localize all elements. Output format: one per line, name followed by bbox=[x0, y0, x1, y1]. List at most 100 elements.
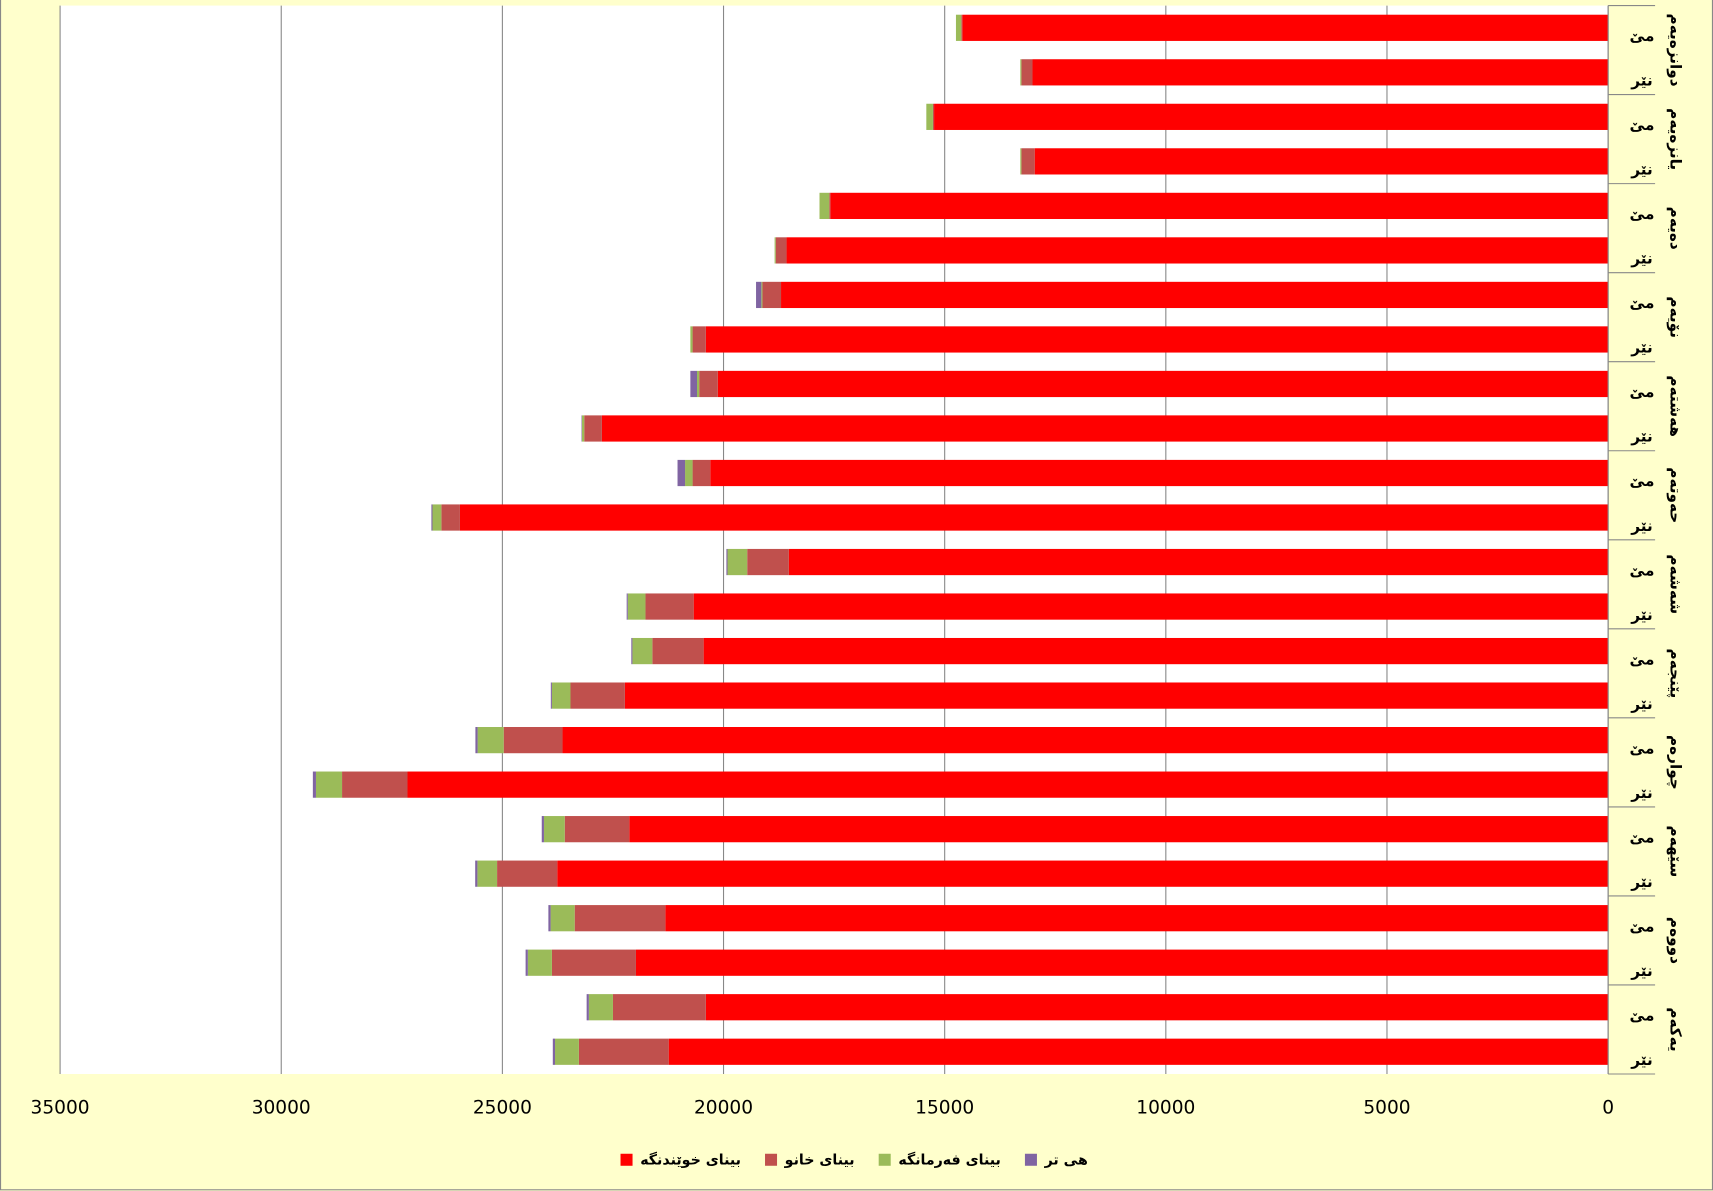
category-label: نێر bbox=[1630, 517, 1652, 535]
bar-segment bbox=[710, 459, 1609, 487]
legend-swatch bbox=[620, 1153, 633, 1166]
bar-segment bbox=[747, 548, 789, 576]
bar-segment bbox=[962, 14, 1609, 41]
bar-segment bbox=[774, 237, 776, 264]
bar-segment bbox=[961, 14, 963, 41]
bar-segment bbox=[629, 816, 1609, 843]
bar-segment bbox=[552, 1038, 556, 1065]
bar-segment bbox=[677, 459, 686, 487]
bar-segment bbox=[631, 637, 633, 665]
category-label: نێر bbox=[1630, 606, 1652, 624]
category-label: مێ bbox=[1630, 561, 1655, 579]
bar-segment bbox=[342, 771, 408, 798]
category-label: مێ bbox=[1630, 472, 1655, 490]
bar-segment bbox=[551, 682, 571, 709]
x-tick-label: 10000 bbox=[1136, 1097, 1195, 1118]
bar-segment bbox=[693, 593, 1609, 620]
bar-segment bbox=[819, 192, 830, 220]
x-tick-label: 0 bbox=[1602, 1097, 1614, 1118]
bar-segment bbox=[475, 727, 478, 754]
bar-segment bbox=[717, 370, 1609, 398]
group-label: هەشتەم bbox=[1666, 375, 1684, 437]
category-label: نێر bbox=[1630, 161, 1652, 179]
bar-segment bbox=[601, 415, 1609, 442]
bar-segment bbox=[705, 994, 1609, 1021]
group-label: دوانزەیەم bbox=[1666, 14, 1684, 87]
category-label: مێ bbox=[1630, 27, 1655, 45]
category-label: مێ bbox=[1630, 383, 1655, 401]
bar-segment bbox=[588, 994, 613, 1021]
bar-segment bbox=[432, 504, 442, 531]
bar-segment bbox=[550, 682, 552, 709]
bar-segment bbox=[1021, 59, 1033, 86]
bar-segment bbox=[1034, 148, 1609, 175]
x-tick-label: 5000 bbox=[1363, 1097, 1410, 1118]
bar-segment bbox=[645, 593, 694, 620]
bar-segment bbox=[692, 326, 706, 353]
bar-segment bbox=[312, 771, 316, 798]
bar-segment bbox=[562, 727, 1609, 754]
bar-segment bbox=[550, 905, 575, 932]
bar-segment bbox=[696, 370, 700, 398]
bar-segment bbox=[665, 905, 1609, 932]
category-label: مێ bbox=[1630, 650, 1655, 668]
bar-segment bbox=[548, 905, 551, 932]
bar-segment bbox=[830, 192, 1609, 220]
bar-segment bbox=[934, 103, 1609, 130]
bar-segment bbox=[786, 237, 1609, 264]
bar-segment bbox=[541, 816, 544, 843]
bar-segment bbox=[926, 103, 933, 130]
category-label: نێر bbox=[1630, 72, 1652, 90]
bar-segment bbox=[477, 860, 498, 887]
bar-segment bbox=[652, 637, 704, 665]
category-label: نێر bbox=[1630, 873, 1652, 891]
bar-segment bbox=[551, 949, 636, 976]
bar-segment bbox=[627, 593, 646, 620]
bar-segment bbox=[788, 548, 1609, 576]
category-label: نێر bbox=[1630, 428, 1652, 446]
category-label: مێ bbox=[1630, 828, 1655, 846]
group-label: دووەم bbox=[1666, 917, 1684, 964]
group-label: دەیەم bbox=[1666, 207, 1684, 250]
bar-segment bbox=[586, 994, 589, 1021]
category-label: مێ bbox=[1630, 294, 1655, 312]
bar-segment bbox=[431, 504, 433, 531]
bar-segment bbox=[632, 637, 653, 665]
bar-segment bbox=[624, 682, 1609, 709]
bar-segment bbox=[932, 103, 935, 130]
group-label: پێنجەم bbox=[1665, 648, 1684, 698]
bar-segment bbox=[1032, 59, 1609, 86]
group-label: سێهەم bbox=[1666, 825, 1684, 877]
group-label: حەوتەم bbox=[1666, 467, 1684, 523]
bar-segment bbox=[315, 771, 343, 798]
category-label: نێر bbox=[1630, 784, 1652, 802]
category-label: مێ bbox=[1630, 205, 1655, 223]
bar-segment bbox=[775, 237, 787, 264]
bar-segment bbox=[1020, 59, 1022, 86]
bar-segment bbox=[685, 459, 693, 487]
group-label: یەکەم bbox=[1666, 1007, 1684, 1051]
group-label: چوارەم bbox=[1665, 735, 1684, 790]
category-label: نێر bbox=[1630, 695, 1652, 713]
bar-segment bbox=[626, 593, 628, 620]
bar-segment bbox=[574, 905, 666, 932]
bar-segment bbox=[477, 727, 504, 754]
category-label: نێر bbox=[1630, 962, 1652, 980]
legend-label: بیناى خوێندنگە bbox=[640, 1151, 741, 1168]
bar-segment bbox=[781, 281, 1609, 309]
bar-segment bbox=[407, 771, 1609, 798]
bar-segment bbox=[761, 281, 763, 309]
group-label: نۆیەم bbox=[1666, 296, 1684, 338]
category-label: مێ bbox=[1630, 917, 1655, 935]
legend-label: بیناى فەرمانگە bbox=[898, 1151, 1001, 1168]
legend-swatch bbox=[878, 1153, 891, 1166]
x-tick-label: 35000 bbox=[31, 1097, 90, 1118]
bar-segment bbox=[1021, 148, 1035, 175]
bar-segment bbox=[584, 415, 602, 442]
bar-segment bbox=[581, 415, 585, 442]
bar-segment bbox=[703, 637, 1609, 665]
bar-segment bbox=[705, 326, 1609, 353]
x-tick-label: 30000 bbox=[252, 1097, 311, 1118]
legend-swatch bbox=[1024, 1153, 1037, 1166]
